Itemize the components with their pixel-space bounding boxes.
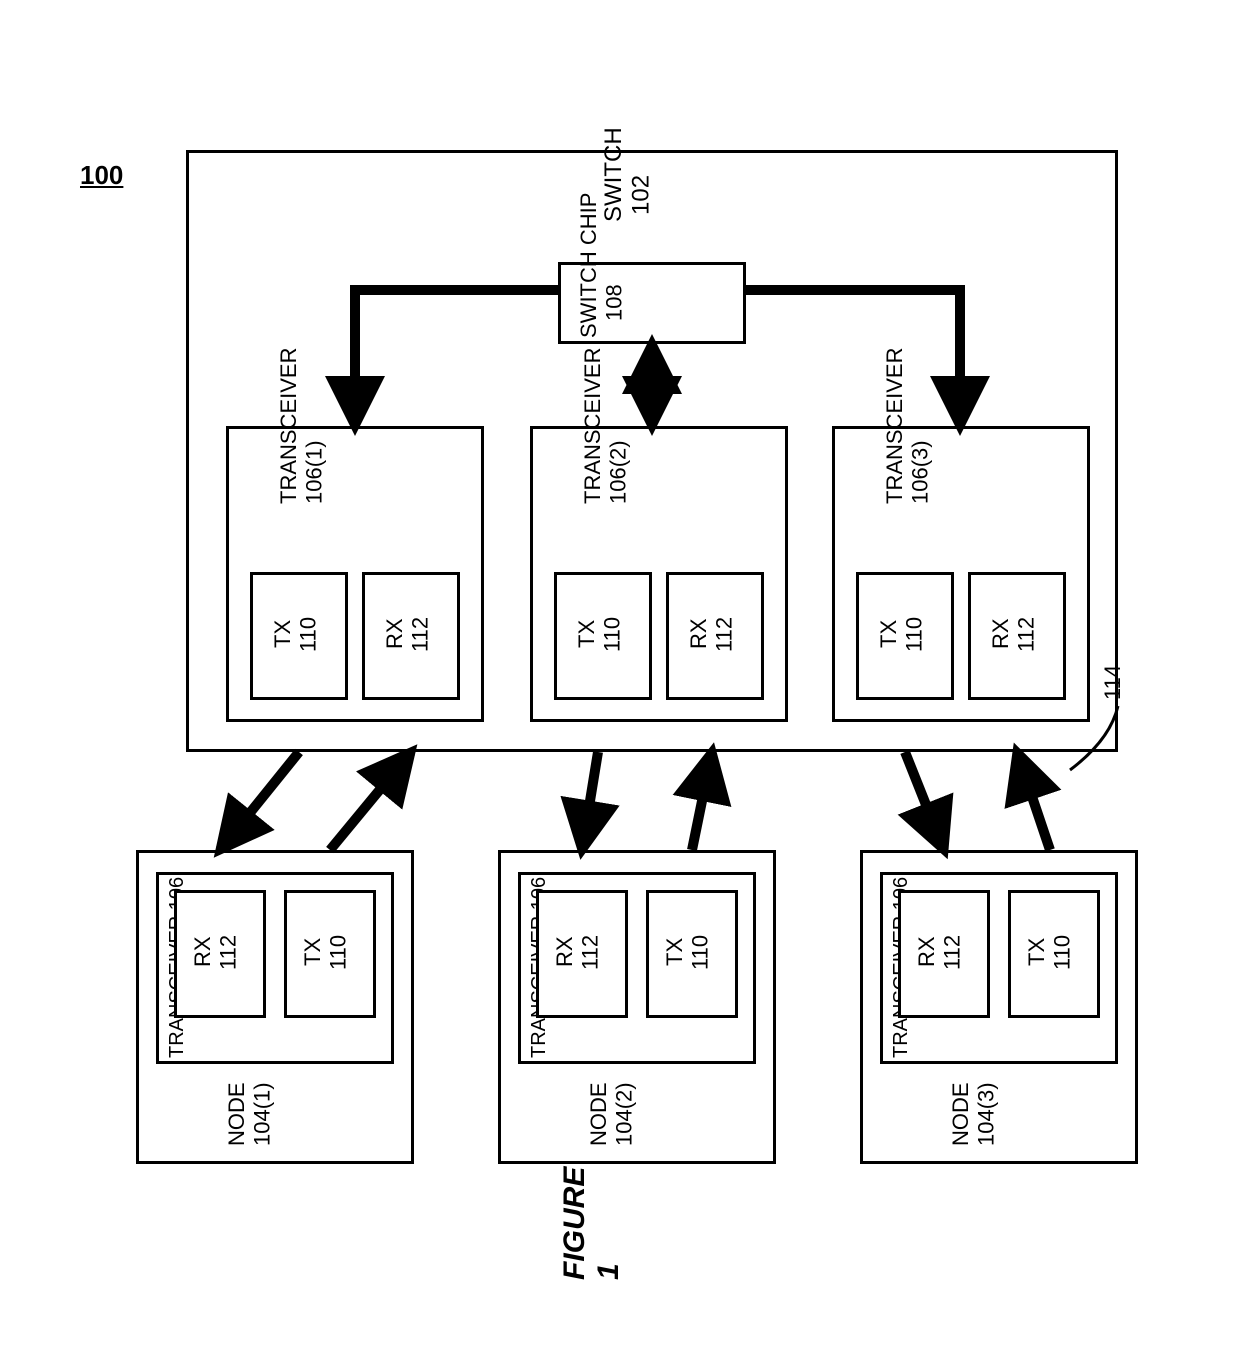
switch-label: SWITCH 102 xyxy=(600,168,710,222)
x1-rx-label: RX 112 xyxy=(382,602,440,666)
xcvr1-label: TRANSCEIVER 106(1) xyxy=(276,448,436,504)
x3tx-to-n3rx xyxy=(905,752,944,850)
x3-rx-label: RX 112 xyxy=(988,602,1046,666)
xcvr2-label: TRANSCEIVER 106(2) xyxy=(580,448,740,504)
switch-chip-label: SWITCH CHIP 108 xyxy=(576,268,726,338)
node3-label: NODE 104(3) xyxy=(948,1090,1048,1146)
x3-tx-label: TX 110 xyxy=(876,602,934,666)
x2-tx-label: TX 110 xyxy=(574,602,632,666)
figure-title: FIGURE 1 xyxy=(558,1240,718,1280)
n2-tx-label: TX 110 xyxy=(662,920,720,984)
node2-label: NODE 104(2) xyxy=(586,1090,686,1146)
figure-id: 100 xyxy=(80,160,123,191)
n1tx-to-x1rx xyxy=(330,752,411,850)
x2tx-to-n2rx xyxy=(582,752,598,850)
node1-label: NODE 104(1) xyxy=(224,1090,324,1146)
n2-rx-label: RX 112 xyxy=(552,920,610,984)
xcvr3-label: TRANSCEIVER 106(3) xyxy=(882,448,1042,504)
n2-xcvr-label: TRANSCEIVER 106 xyxy=(528,1028,746,1058)
n1-rx-label: RX 112 xyxy=(190,920,248,984)
callout-114-label: 114 xyxy=(1100,670,1150,700)
n3-xcvr-label: TRANSCEIVER 106 xyxy=(890,1028,1108,1058)
n3-tx-label: TX 110 xyxy=(1024,920,1082,984)
n2tx-to-x2rx xyxy=(692,752,712,850)
n3-rx-label: RX 112 xyxy=(914,920,972,984)
n1-tx-label: TX 110 xyxy=(300,920,358,984)
n3tx-to-x3rx xyxy=(1017,752,1050,850)
n1-xcvr-label: TRANSCEIVER 106 xyxy=(166,1028,384,1058)
x2-rx-label: RX 112 xyxy=(686,602,744,666)
x1-tx-label: TX 110 xyxy=(270,602,328,666)
x1tx-to-n1rx xyxy=(220,752,299,850)
